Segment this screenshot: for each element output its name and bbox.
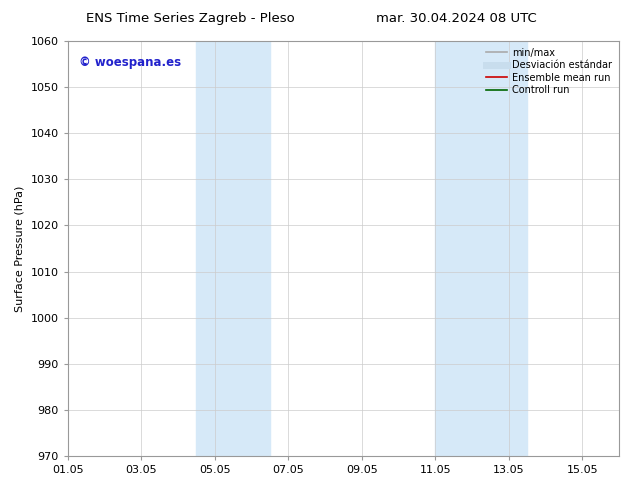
Text: © woespana.es: © woespana.es (79, 55, 181, 69)
Bar (435, 41, 527, 456)
Legend: min/max, Desviación estándar, Ensemble mean run, Controll run: min/max, Desviación estándar, Ensemble m… (482, 44, 616, 99)
Text: mar. 30.04.2024 08 UTC: mar. 30.04.2024 08 UTC (376, 12, 537, 25)
Text: ENS Time Series Zagreb - Pleso: ENS Time Series Zagreb - Pleso (86, 12, 295, 25)
Bar (197, 41, 270, 456)
Y-axis label: Surface Pressure (hPa): Surface Pressure (hPa) (15, 185, 25, 312)
